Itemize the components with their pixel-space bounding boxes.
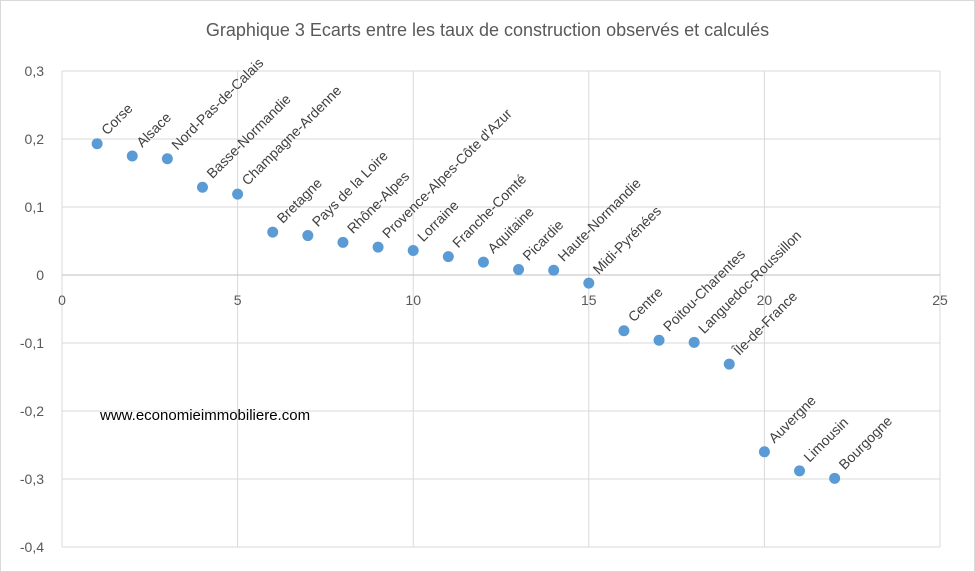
x-tick-label: 10 xyxy=(405,292,421,308)
data-point xyxy=(758,446,770,458)
data-point xyxy=(723,358,735,370)
data-point xyxy=(337,236,349,248)
data-point xyxy=(618,325,630,337)
x-tick-label: 5 xyxy=(234,292,242,308)
y-tick-label: -0,1 xyxy=(20,335,44,351)
x-tick-label: 20 xyxy=(757,292,773,308)
data-point xyxy=(477,256,489,268)
data-point xyxy=(442,251,454,263)
data-point xyxy=(267,226,279,238)
data-point xyxy=(91,138,103,150)
point-label: Centre xyxy=(625,284,666,325)
data-point xyxy=(794,465,806,477)
data-point xyxy=(302,230,314,242)
data-point xyxy=(548,264,560,276)
y-tick-label: 0,1 xyxy=(25,199,45,215)
point-label: Alsace xyxy=(133,109,174,150)
data-points xyxy=(91,138,841,484)
point-label: Haute-Normandie xyxy=(554,175,644,265)
watermark-text: www.economieimmobiliere.com xyxy=(100,407,311,424)
y-tick-label: -0,3 xyxy=(20,471,44,487)
grid-lines xyxy=(61,70,941,548)
data-point xyxy=(126,150,138,162)
data-point xyxy=(653,334,665,346)
data-point xyxy=(688,336,700,348)
point-label: Auvergne xyxy=(765,392,819,446)
y-tick-label: -0,4 xyxy=(20,539,44,555)
x-axis-ticks: 0 5 10 15 20 25 xyxy=(58,292,948,308)
x-tick-label: 0 xyxy=(58,292,66,308)
x-tick-label: 15 xyxy=(581,292,597,308)
y-tick-label: 0,3 xyxy=(25,63,45,79)
x-tick-label: 25 xyxy=(932,292,948,308)
y-tick-label: -0,2 xyxy=(20,403,44,419)
data-point xyxy=(196,181,208,193)
y-tick-label: 0 xyxy=(36,267,44,283)
data-point xyxy=(513,264,525,276)
data-point xyxy=(829,472,841,484)
y-axis-ticks: 0,3 0,2 0,1 0 -0,1 -0,2 -0,3 -0,4 xyxy=(20,63,44,555)
y-tick-label: 0,2 xyxy=(25,131,45,147)
data-point xyxy=(583,277,595,289)
data-point xyxy=(232,188,244,200)
data-point xyxy=(372,241,384,253)
point-label: Corse xyxy=(98,100,136,138)
data-point xyxy=(161,153,173,165)
chart-title: Graphique 3 Ecarts entre les taux de con… xyxy=(205,20,770,40)
data-point xyxy=(407,245,419,257)
